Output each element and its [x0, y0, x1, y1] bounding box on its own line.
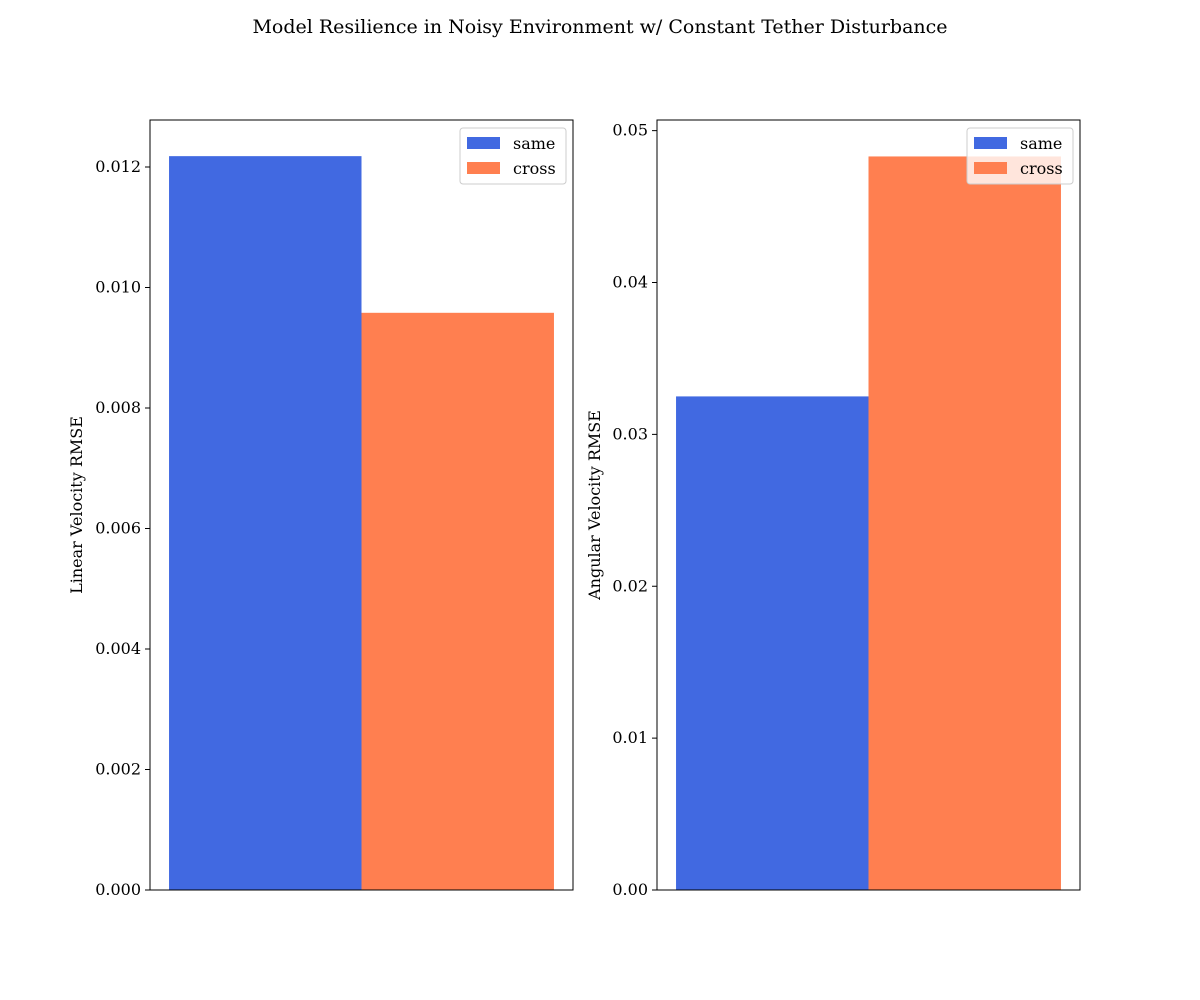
- chart-1-ytick-label: 0.006: [95, 518, 141, 537]
- chart-1-ytick-label: 0.004: [95, 639, 141, 658]
- chart-1-legend-label-cross: cross: [513, 159, 556, 178]
- chart-2-ytick-label: 0.04: [612, 273, 648, 292]
- chart-1-legend-label-same: same: [513, 134, 555, 153]
- chart-1-ytick-label: 0.012: [95, 157, 141, 176]
- chart-1-ytick-label: 0.000: [95, 880, 141, 899]
- chart-1-legend-swatch-cross: [467, 162, 500, 174]
- figure-title: Model Resilience in Noisy Environment w/…: [252, 16, 948, 38]
- chart-1-ylabel: Linear Velocity RMSE: [67, 416, 86, 594]
- chart-1-axes-frame: [149, 119, 574, 891]
- chart-2-ytick-label: 0.02: [612, 576, 648, 595]
- chart-2-ytick-label: 0.03: [612, 424, 648, 443]
- chart-1-legend-swatch-same: [467, 137, 500, 149]
- chart-2-ytick-label: 0.05: [612, 121, 648, 140]
- chart-2-bar-same: [676, 396, 869, 890]
- chart-2-bar-cross: [868, 156, 1061, 890]
- chart-1-ytick-label: 0.008: [95, 398, 141, 417]
- chart-1-ytick-label: 0.002: [95, 759, 141, 778]
- chart-2-legend-swatch-same: [974, 137, 1007, 149]
- chart-2-ytick-label: 0.01: [612, 728, 648, 747]
- chart-1-bar-same: [169, 156, 362, 890]
- chart-1-bar-cross: [361, 312, 554, 890]
- chart-2-legend-label-cross: cross: [1020, 159, 1063, 178]
- chart-2-legend-label-same: same: [1020, 134, 1062, 153]
- chart-1-ytick-label: 0.010: [95, 277, 141, 296]
- chart-2-axes-frame: [656, 119, 1081, 891]
- chart-2-legend-swatch-cross: [974, 162, 1007, 174]
- chart-2-ylabel: Angular Velocity RMSE: [585, 410, 604, 601]
- chart-2-ytick-label: 0.00: [612, 880, 648, 899]
